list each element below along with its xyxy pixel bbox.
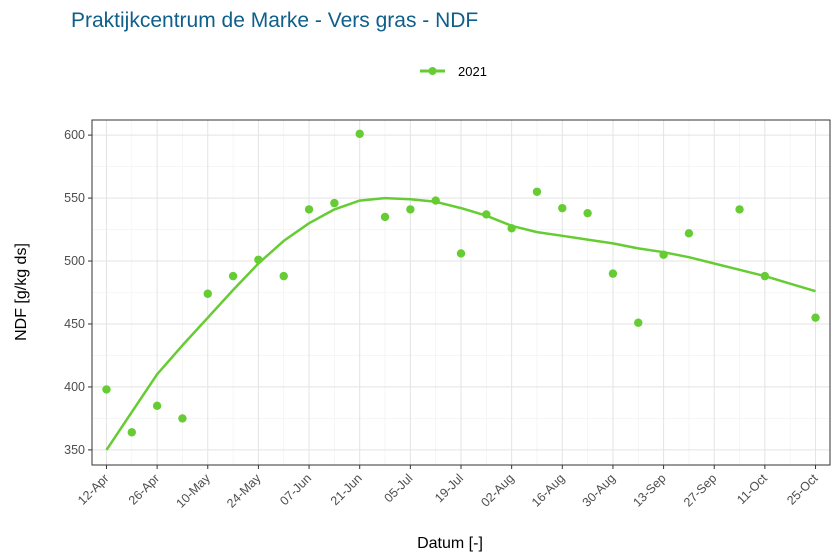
x-tick-label: 07-Jun xyxy=(277,471,314,508)
x-tick-label: 30-Aug xyxy=(580,471,618,509)
data-point xyxy=(760,271,770,281)
plot-border xyxy=(91,119,831,466)
data-point xyxy=(304,205,314,214)
data-point xyxy=(152,401,162,411)
data-point xyxy=(558,203,567,213)
data-point xyxy=(735,205,744,214)
data-point xyxy=(254,255,263,264)
x-tick-label: 02-Aug xyxy=(478,471,516,509)
data-point xyxy=(684,229,694,238)
smooth-line xyxy=(105,196,816,451)
data-point xyxy=(456,249,466,258)
x-axis-label: Datum [-] xyxy=(417,535,483,552)
x-tick-label: 27-Sep xyxy=(681,471,719,509)
y-tick-label: 500 xyxy=(64,254,85,268)
y-tick-label: 350 xyxy=(64,443,85,457)
x-tick-label: 13-Sep xyxy=(630,471,668,509)
y-axis-label: NDF [g/kg ds] xyxy=(13,243,30,341)
data-point xyxy=(102,385,111,394)
y-tick-label: 450 xyxy=(64,317,85,331)
chart-title: Praktijkcentrum de Marke - Vers gras - N… xyxy=(71,9,478,32)
data-point xyxy=(659,250,668,259)
y-tick-label: 600 xyxy=(64,128,85,142)
data-point xyxy=(380,212,390,222)
data-point xyxy=(608,269,618,278)
data-point xyxy=(811,313,820,322)
data-point xyxy=(203,289,212,298)
x-tick-label: 19-Jul xyxy=(432,471,466,505)
data-point xyxy=(178,414,187,423)
data-point xyxy=(228,271,238,281)
y-tick-label: 400 xyxy=(64,380,85,394)
data-point xyxy=(634,318,643,327)
data-point xyxy=(406,205,415,214)
legend-label: 2021 xyxy=(458,64,487,79)
x-tick-label: 25-Oct xyxy=(784,471,821,508)
x-tick-label: 12-Apr xyxy=(75,471,111,507)
x-tick-label: 16-Aug xyxy=(529,471,567,509)
x-tick-label: 10-May xyxy=(174,471,214,511)
legend-marker xyxy=(428,67,437,75)
x-tick-label: 24-May xyxy=(224,471,264,511)
x-tick-label: 26-Apr xyxy=(126,471,162,507)
data-point xyxy=(330,198,339,208)
data-point xyxy=(355,129,364,139)
data-point xyxy=(127,428,136,437)
data-point xyxy=(507,224,516,233)
y-tick-label: 550 xyxy=(64,191,85,205)
x-tick-label: 11-Oct xyxy=(734,471,770,507)
x-tick-label: 21-Jun xyxy=(328,471,365,508)
data-point xyxy=(279,271,288,281)
data-point xyxy=(482,210,491,219)
x-tick-label: 05-Jul xyxy=(382,471,416,505)
data-point xyxy=(431,196,440,205)
legend: 2021 xyxy=(420,64,487,79)
data-point xyxy=(532,187,542,196)
data-point xyxy=(583,208,592,218)
